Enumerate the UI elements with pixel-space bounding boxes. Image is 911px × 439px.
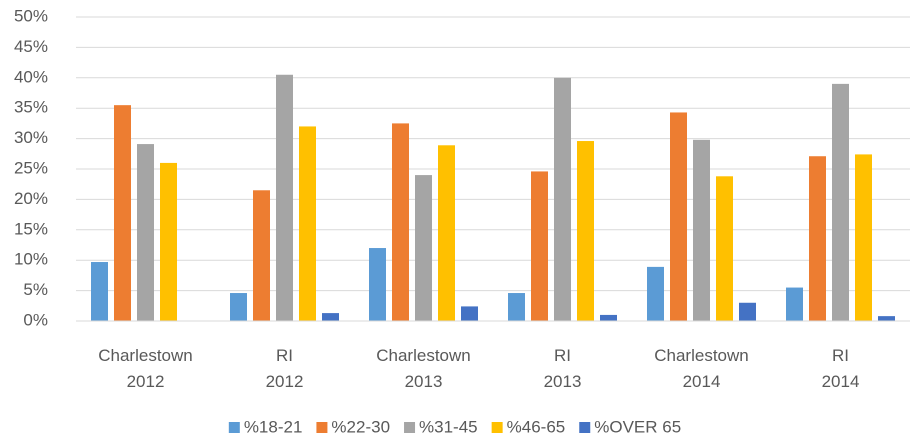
y-tick-label: 40% bbox=[14, 67, 48, 86]
bar bbox=[739, 302, 756, 321]
bar bbox=[276, 74, 293, 321]
legend-label: %18-21 bbox=[244, 417, 303, 436]
bar bbox=[531, 171, 548, 321]
bar bbox=[855, 154, 872, 321]
bar bbox=[809, 156, 826, 321]
x-tick-label: RI 2013 bbox=[544, 346, 582, 391]
bar bbox=[878, 316, 895, 321]
bar bbox=[253, 190, 270, 321]
y-tick-label: 10% bbox=[14, 250, 48, 269]
legend-label: %46-65 bbox=[507, 417, 566, 436]
legend-label: %OVER 65 bbox=[594, 417, 681, 436]
bar bbox=[670, 112, 687, 322]
x-tick-label: Charlestown 2012 bbox=[98, 346, 193, 391]
bar bbox=[91, 262, 108, 321]
y-tick-label: 30% bbox=[14, 128, 48, 147]
bar bbox=[369, 248, 386, 321]
bar bbox=[832, 83, 849, 321]
legend-swatch bbox=[491, 422, 503, 433]
bar bbox=[230, 293, 247, 321]
y-tick-label: 15% bbox=[14, 219, 48, 238]
bar bbox=[160, 162, 177, 321]
bar bbox=[554, 77, 571, 321]
legend-swatch bbox=[228, 422, 240, 433]
bar bbox=[716, 176, 733, 321]
y-tick-label: 20% bbox=[14, 189, 48, 208]
y-tick-label: 5% bbox=[23, 280, 48, 299]
y-tick-label: 25% bbox=[14, 158, 48, 177]
legend: %18-21 %22-30 %31-45 %46-65 %OVER 65 bbox=[228, 417, 681, 436]
y-tick-label: 45% bbox=[14, 37, 48, 56]
bar bbox=[415, 175, 432, 321]
y-tick-label: 0% bbox=[23, 310, 48, 329]
bar bbox=[647, 266, 664, 321]
legend-swatch bbox=[316, 422, 328, 433]
legend-label: %22-30 bbox=[331, 417, 390, 436]
x-tick-label: Charlestown 2014 bbox=[654, 346, 749, 391]
bar bbox=[508, 293, 525, 321]
bar bbox=[114, 105, 131, 321]
x-tick-label: Charlestown 2013 bbox=[376, 346, 471, 391]
legend-swatch bbox=[404, 422, 416, 433]
bar bbox=[438, 145, 455, 321]
bar bbox=[600, 314, 617, 321]
x-tick-label: RI 2014 bbox=[822, 346, 860, 391]
bar bbox=[577, 141, 594, 321]
legend-label: %31-45 bbox=[419, 417, 478, 436]
bar bbox=[693, 139, 710, 321]
x-tick-label: RI 2012 bbox=[266, 346, 304, 391]
bar bbox=[137, 144, 154, 321]
bar bbox=[392, 123, 409, 322]
y-tick-label: 35% bbox=[14, 98, 48, 117]
bar bbox=[786, 287, 803, 321]
bar bbox=[299, 126, 316, 321]
y-tick-label: 50% bbox=[14, 6, 48, 25]
bar bbox=[461, 306, 478, 321]
bar bbox=[322, 313, 339, 321]
legend-swatch bbox=[579, 422, 591, 433]
